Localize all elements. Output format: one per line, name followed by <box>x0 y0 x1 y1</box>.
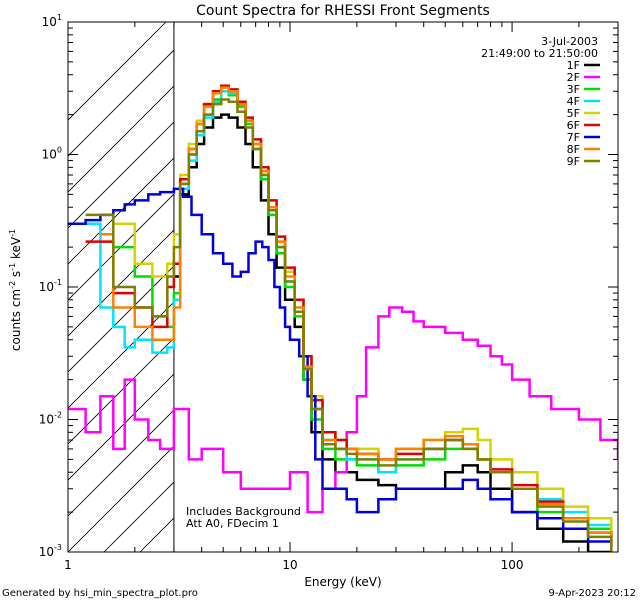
x-axis: 1 10 100 <box>64 22 619 572</box>
legend-label-8F: 8F <box>567 143 580 156</box>
legend-label-6F: 6F <box>567 119 580 132</box>
series-line-5F <box>113 86 613 533</box>
hatch-line <box>68 49 174 157</box>
legend-label-5F: 5F <box>567 107 580 120</box>
legend-label-2F: 2F <box>567 71 580 84</box>
hatch-line <box>68 229 174 337</box>
y-axis-label: counts cm-2 s-1 keV-1 <box>8 229 23 351</box>
hatch-line <box>68 22 167 121</box>
date-label: 3-Jul-2003 <box>541 35 598 48</box>
legend-label-1F: 1F <box>567 59 580 72</box>
hatched-region <box>68 22 640 552</box>
chart-title: Count Spectra for RHESSI Front Segments <box>196 3 490 19</box>
hatch-line <box>68 193 174 301</box>
series-line-9F <box>85 98 613 552</box>
hatch-line <box>103 481 174 552</box>
footer-date: 9-Apr-2023 20:12 <box>549 588 636 599</box>
annotation-attenuator: Att A0, FDecim 1 <box>186 517 279 530</box>
series-line-4F <box>85 90 613 537</box>
time-range-label: 21:49:00 to 21:50:00 <box>481 47 598 60</box>
hatch-line <box>68 409 174 517</box>
legend-label-4F: 4F <box>567 95 580 108</box>
hatch-line <box>68 445 174 552</box>
x-tick-label: 10 <box>282 558 297 572</box>
hatch-line <box>572 22 640 552</box>
y-tick-label: 10-1 <box>39 278 62 294</box>
legend-label-7F: 7F <box>567 131 580 144</box>
series-line-2F <box>68 306 618 514</box>
x-tick-label: 1 <box>64 558 72 572</box>
annotation-background: Includes Background <box>186 505 301 518</box>
x-axis-label: Energy (keV) <box>304 575 381 589</box>
y-tick-label: 100 <box>42 146 62 162</box>
y-tick-label: 10-3 <box>39 543 62 559</box>
footer-generator: Generated by hsi_min_spectra_plot.pro <box>2 588 198 599</box>
y-tick-label: 10-2 <box>39 411 62 427</box>
hatch-line <box>68 85 174 193</box>
legend-label-9F: 9F <box>567 155 580 168</box>
series-layer <box>68 84 618 552</box>
legend-label-3F: 3F <box>567 83 580 96</box>
x-tick-label: 100 <box>501 558 524 572</box>
series-line-7F <box>68 187 613 552</box>
y-axis: 10-3 10-2 10-1 100 101 <box>39 13 618 559</box>
series-line-1F <box>173 113 612 552</box>
y-tick-label: 101 <box>42 13 62 29</box>
hatch-line <box>68 373 174 481</box>
